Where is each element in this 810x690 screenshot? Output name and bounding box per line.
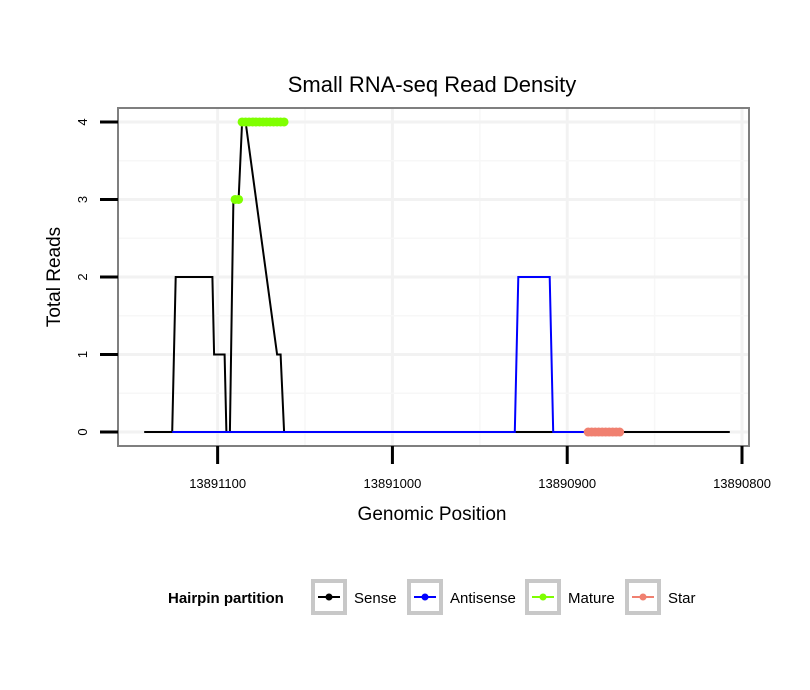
y-axis-label: Total Reads [44,227,65,327]
antisense-line [172,276,603,433]
x-tick-label: 13891000 [364,476,422,491]
legend-key-dot [325,593,333,601]
star-point [615,427,625,437]
legend-item-mature: Mature [525,579,615,615]
legend-title: Hairpin partition [168,590,284,607]
chart-title: Small RNA-seq Read Density [288,72,577,97]
y-tick-label: 4 [75,118,90,125]
legend-item-antisense: Antisense [407,579,516,615]
legend-key-dot [639,593,647,601]
axes: 13891100 13891000 13890900 13890800 0 1 2 3 4 [75,118,771,491]
x-tick-label: 13891100 [189,476,246,491]
x-tick-label: 13890800 [713,476,771,491]
legend-label-star: Star [668,590,696,607]
mature-point [234,194,244,204]
legend-label-mature: Mature [568,590,615,607]
legend-item-sense: Sense [311,579,397,615]
legend-label-sense: Sense [354,590,397,607]
legend-key-dot [421,593,429,601]
legend-label-antisense: Antisense [450,590,516,607]
series-layer [144,117,730,437]
y-tick-label: 2 [75,273,90,280]
legend-key-dot [539,593,547,601]
y-tick-label: 0 [75,428,90,435]
y-tick-label: 1 [75,351,90,358]
legend-items: Sense Antisense Mature Star [311,579,696,615]
y-tick-label: 3 [75,196,90,203]
x-tick-label: 13890900 [538,476,596,491]
legend: Hairpin partition Sense Antisense Mature St… [168,579,696,615]
x-axis-label: Genomic Position [358,504,507,525]
legend-item-star: Star [625,579,696,615]
mature-point [279,117,289,127]
sense-line [144,121,730,433]
